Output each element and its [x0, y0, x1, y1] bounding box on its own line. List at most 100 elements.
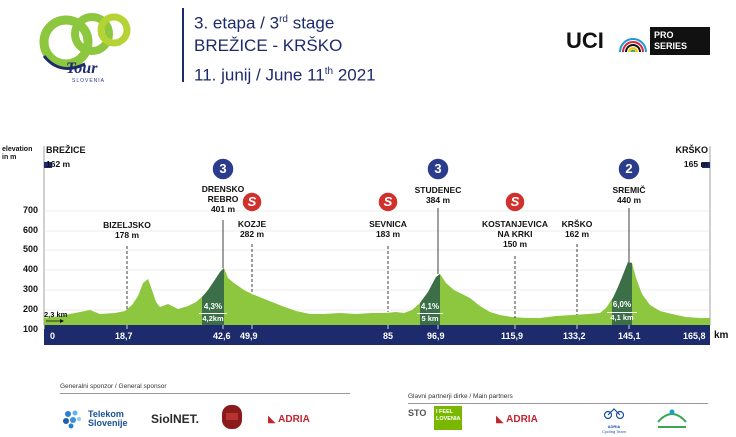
siolnet-logo: SiolNET.	[151, 412, 200, 426]
finish-flag-icon	[702, 162, 710, 168]
place-elev: 178 m	[114, 230, 140, 240]
place-sremic: SREMIČ 440 m	[599, 185, 659, 205]
place-sevnica: SEVNICA 183 m	[358, 219, 418, 239]
category-3-badge-drensko: 3	[211, 157, 235, 181]
marker-lines	[126, 208, 630, 318]
climb-gradient-3: 6,0%	[612, 300, 632, 309]
adria-partner-text: ADRIA	[506, 414, 538, 425]
place-krsko: KRŠKO 162 m	[557, 219, 597, 239]
y-tick-400: 400	[22, 264, 38, 274]
place-name: KOSTANJEVICA	[482, 219, 548, 229]
place-name: BIZELJSKO	[103, 220, 151, 230]
ifeel-line1: I FEEL	[436, 409, 454, 415]
km-49-9: 49,9	[240, 331, 258, 341]
climb-gradient-1: 4,3%	[203, 302, 223, 311]
start-flag-icon	[44, 162, 52, 168]
place-drensko-rebro: DRENSKO REBRO 401 m	[193, 184, 253, 214]
y-tick-500: 500	[22, 244, 38, 254]
adria-partner-icon: ◣	[496, 414, 504, 425]
place-name: KRŠKO	[561, 219, 593, 229]
route-title: BREŽICE - KRŠKO	[194, 36, 343, 55]
sprint-badge-kostanjevica: S	[504, 191, 526, 213]
neutral-arrow-head	[60, 319, 64, 323]
category-2-badge-sremic: 2	[617, 157, 641, 181]
general-sponsor-divider	[60, 393, 350, 394]
place-kozje: KOZJE 282 m	[222, 219, 282, 239]
adria-text: ADRIA	[278, 414, 310, 425]
climb-length-1: 4,2km	[199, 313, 227, 323]
category-number: 3	[434, 161, 442, 176]
km-band	[44, 325, 710, 345]
place-elev: 440 m	[616, 195, 642, 205]
sprint-badge-sevnica: S	[377, 191, 399, 213]
place-studenec: STUDENEC 384 m	[408, 185, 468, 205]
start-elevation: 162 m	[46, 159, 71, 169]
start-name: BREŽICE	[46, 145, 86, 155]
category-3-badge-studenec: 3	[426, 157, 450, 181]
place-elev: 183 m	[375, 229, 401, 239]
uci-text: UCI	[566, 28, 604, 53]
finish-name: KRŠKO	[675, 145, 708, 155]
km-ticks	[43, 325, 630, 329]
elevation-label-line1: elevation	[2, 146, 33, 153]
stage-title: 3. etapa / 3rd stage	[194, 13, 335, 33]
telekom-text: Telekom Slovenije	[88, 410, 128, 428]
neutral-distance: 2,3 km	[44, 310, 68, 319]
place-name: DRENSKO	[201, 184, 245, 194]
place-elev: 401 m	[210, 204, 236, 214]
uci-logo: UCI	[566, 28, 604, 54]
place-name-2: REBRO	[207, 194, 239, 204]
place-bizeljsko: BIZELJSKO 178 m	[97, 220, 157, 240]
place-name-2: NA KRKI	[497, 229, 533, 239]
place-name: SREMIČ	[612, 185, 646, 195]
title-divider	[182, 8, 184, 82]
km-96-9: 96,9	[427, 331, 445, 341]
sto-logo: STO	[408, 408, 427, 418]
telekom-line2: Slovenije	[88, 418, 128, 428]
sprint-letter: S	[510, 194, 520, 209]
pro-label: PRO	[654, 30, 674, 40]
fiat-logo-icon	[221, 404, 243, 430]
telekom-logo-icon	[60, 408, 84, 430]
category-number: 2	[625, 161, 633, 176]
km-145-1: 145,1	[618, 331, 641, 341]
km-115-9: 115,9	[501, 331, 524, 341]
finish-elevation: 165 m	[683, 159, 708, 169]
y-tick-600: 600	[22, 225, 38, 235]
y-tick-700: 700	[22, 205, 38, 215]
place-name: SEVNICA	[369, 219, 407, 229]
place-name: STUDENEC	[414, 185, 462, 195]
place-elev: 282 m	[239, 229, 265, 239]
km-165-8: 165,8	[683, 331, 706, 341]
adria-partner-logo: ◣ ADRIA	[496, 414, 538, 425]
logo-graphic	[39, 13, 131, 70]
y-tick-300: 300	[22, 284, 38, 294]
pro-series-badge: PRO SERIES	[650, 27, 710, 55]
ifeel-line2: LOVENIA	[436, 416, 461, 422]
climb-highlight-sremic	[612, 262, 632, 325]
stage-date: 11. junij / June 11th 2021	[194, 65, 376, 85]
y-tick-200: 200	[22, 304, 38, 314]
adria-ct-line2: Cycling Team	[602, 429, 626, 434]
uci-rainbow-icon	[616, 30, 650, 54]
sprint-letter: S	[383, 194, 393, 209]
climb-highlight-drensko	[202, 268, 224, 325]
general-sponsor-label: Generalni sponzor / General sponsor	[60, 383, 167, 390]
main-partners-label: Glavni partnerji dirke / Main partners	[408, 393, 513, 400]
adria-ct-line1: ADRIA	[607, 424, 621, 429]
adria-cycling-team-logo: ADRIA Cycling Team	[596, 405, 632, 434]
logo-subtitle: SLOVENIA	[72, 78, 106, 84]
place-elev: 162 m	[564, 229, 590, 239]
slovenian-cycling-federation-logo	[652, 404, 692, 432]
main-partners-divider	[408, 403, 708, 404]
place-name: KOZJE	[237, 219, 267, 229]
elevation-axis-label: elevation in m	[2, 146, 32, 162]
tour-of-slovenia-logo	[30, 6, 150, 86]
logo-tour-text: Tour	[66, 60, 98, 77]
adria-icon: ◣	[268, 414, 276, 425]
km-0: 0	[50, 331, 56, 341]
km-85: 85	[383, 331, 394, 341]
place-elev: 150 m	[502, 239, 528, 249]
km-42-6: 42,6	[213, 331, 231, 341]
